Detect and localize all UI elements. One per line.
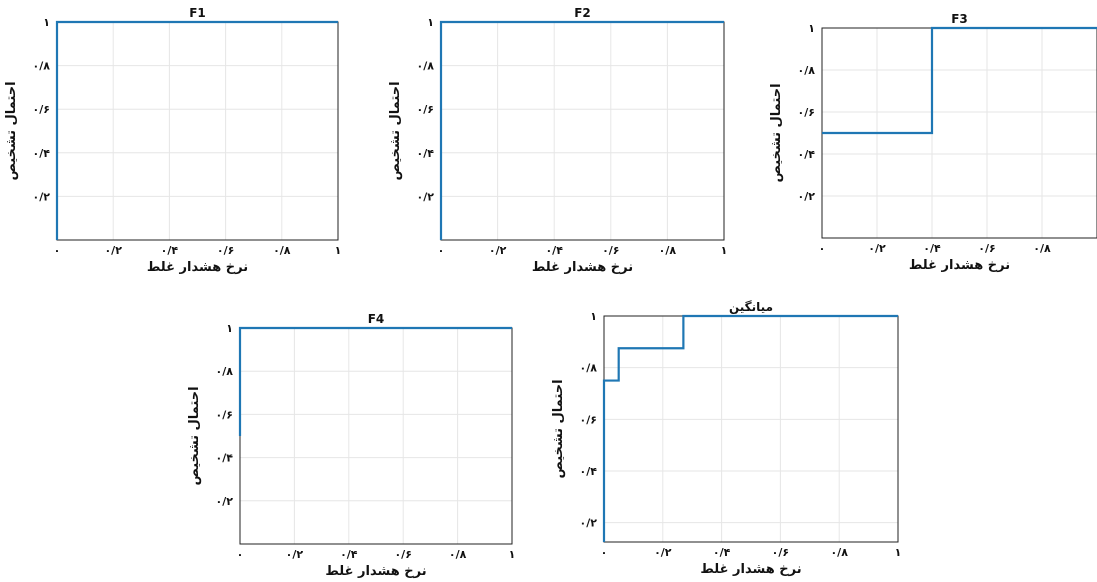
x-tick-label: ۰ [438, 244, 445, 257]
plot-frame [440, 21, 725, 241]
x-tick-label: ۰/۴ [340, 548, 358, 561]
y-tick-label: ۱ [427, 16, 434, 29]
y-tick-label: ۰/۴ [33, 147, 51, 160]
y-tick-label: ۰/۶ [417, 103, 434, 116]
x-tick-label: ۰/۲ [286, 548, 304, 561]
chart-title: F3 [951, 12, 968, 26]
x-tick-label: ۰ [54, 244, 61, 257]
chart-title: F4 [368, 312, 385, 326]
y-tick-label: ۰/۸ [216, 365, 234, 378]
y-tick-label: ۰/۸ [417, 60, 435, 73]
x-tick-label: ۰ [601, 546, 608, 559]
x-axis-label: نرخ هشدار غلط [700, 562, 801, 577]
y-tick-label: ۰/۴ [417, 147, 435, 160]
x-tick-label: ۰/۶ [772, 546, 789, 559]
y-tick-label: ۰/۶ [33, 103, 50, 116]
x-axis-label: نرخ هشدار غلط [325, 564, 426, 579]
x-tick-label: ۱ [895, 546, 902, 559]
y-tick-label: ۰/۸ [798, 64, 816, 77]
plot-frame [239, 327, 513, 545]
x-tick-label: ۰/۶ [978, 242, 995, 255]
y-tick-label: ۱ [226, 322, 233, 335]
chart-panel-4: ۰ ۰/۲ ۰/۴ ۰/۶ ۰/۸ ۱ ۰/۲ ۰/۴ ۰/۶ ۰/۸ ۱ F4 نرخ هشدار غ… [187, 312, 515, 579]
x-tick-label: ۰/۴ [923, 242, 941, 255]
chart-panel-2: ۰ ۰/۲ ۰/۴ ۰/۶ ۰/۸ ۱ ۰/۲ ۰/۴ ۰/۶ ۰/۸ ۱ F2 نرخ هشدار غ… [388, 6, 727, 275]
x-tick-label: ۰/۲ [104, 244, 122, 257]
y-tick-label: ۱ [43, 16, 50, 29]
y-tick-label: ۰/۸ [580, 362, 598, 375]
y-axis-label: احتمال تشخیص [187, 386, 202, 485]
y-tick-label: ۰/۴ [216, 452, 234, 465]
x-axis-label: نرخ هشدار غلط [909, 258, 1010, 273]
y-tick-label: ۱ [590, 310, 597, 323]
roc-curve-line [822, 26, 1097, 135]
y-tick-label: ۰/۲ [798, 190, 816, 203]
y-tick-label: ۰/۶ [580, 413, 597, 426]
x-axis-label: نرخ هشدار غلط [532, 260, 633, 275]
y-tick-label: ۰/۶ [216, 408, 233, 421]
chart-title: F1 [189, 6, 206, 20]
y-tick-label: ۰/۴ [580, 465, 598, 478]
roc-curve-line [238, 326, 512, 436]
x-tick-label: ۰/۲ [868, 242, 886, 255]
plot-frame [56, 21, 339, 241]
chart-panel-5: ۰ ۰/۲ ۰/۴ ۰/۶ ۰/۸ ۱ ۰/۲ ۰/۴ ۰/۶ ۰/۸ ۱ میانگین نرخ هش… [551, 300, 901, 577]
x-tick-label: ۱ [509, 548, 516, 561]
x-axis-label: نرخ هشدار غلط [147, 260, 248, 275]
x-tick-label: ۰/۴ [161, 244, 179, 257]
y-tick-label: ۰/۸ [33, 60, 51, 73]
chart-panel-1: ۰ ۰/۲ ۰/۴ ۰/۶ ۰/۸ ۱ ۰/۲ ۰/۴ ۰/۶ ۰/۸ ۱ F1 نرخ هشدار غ… [4, 6, 341, 275]
x-tick-label: ۱ [335, 244, 342, 257]
y-tick-label: ۰/۲ [33, 190, 51, 203]
y-tick-label: ۰/۶ [798, 106, 815, 119]
roc-curve-line [439, 20, 724, 240]
x-tick-label: ۰ [819, 242, 826, 255]
x-tick-label: ۰/۶ [217, 244, 234, 257]
x-tick-label: ۰/۴ [545, 244, 563, 257]
roc-curve-line [602, 314, 898, 542]
chart-panel-3: ۰ ۰/۲ ۰/۴ ۰/۶ ۰/۸ ۰/۲ ۰/۴ ۰/۶ ۰/۸ ۱ F3 نرخ هشدار غل… [769, 12, 1097, 273]
x-tick-label: ۰/۸ [273, 244, 291, 257]
x-tick-label: ۰/۶ [602, 244, 619, 257]
y-axis-label: احتمال تشخیص [769, 83, 784, 182]
chart-title: میانگین [729, 300, 773, 314]
y-tick-label: ۰/۲ [580, 517, 598, 530]
x-tick-label: ۰/۴ [713, 546, 731, 559]
x-tick-label: ۰/۸ [659, 244, 677, 257]
y-axis-label: احتمال تشخیص [388, 81, 403, 180]
x-tick-label: ۰ [237, 548, 244, 561]
plot-frame [603, 315, 899, 543]
roc-curve-line [55, 20, 338, 240]
chart-title: F2 [574, 6, 591, 20]
y-tick-label: ۱ [808, 22, 815, 35]
x-tick-label: ۰/۲ [489, 244, 507, 257]
x-tick-label: ۰/۲ [654, 546, 672, 559]
x-tick-label: ۰/۶ [394, 548, 411, 561]
x-tick-label: ۰/۸ [1033, 242, 1051, 255]
y-axis-label: احتمال تشخیص [551, 379, 566, 478]
y-axis-label: احتمال تشخیص [4, 81, 19, 180]
y-tick-label: ۰/۲ [417, 190, 435, 203]
x-tick-label: ۰/۸ [449, 548, 467, 561]
x-tick-label: ۱ [721, 244, 728, 257]
x-tick-label: ۰/۸ [830, 546, 848, 559]
y-tick-label: ۰/۲ [216, 495, 234, 508]
y-tick-label: ۰/۴ [798, 148, 816, 161]
